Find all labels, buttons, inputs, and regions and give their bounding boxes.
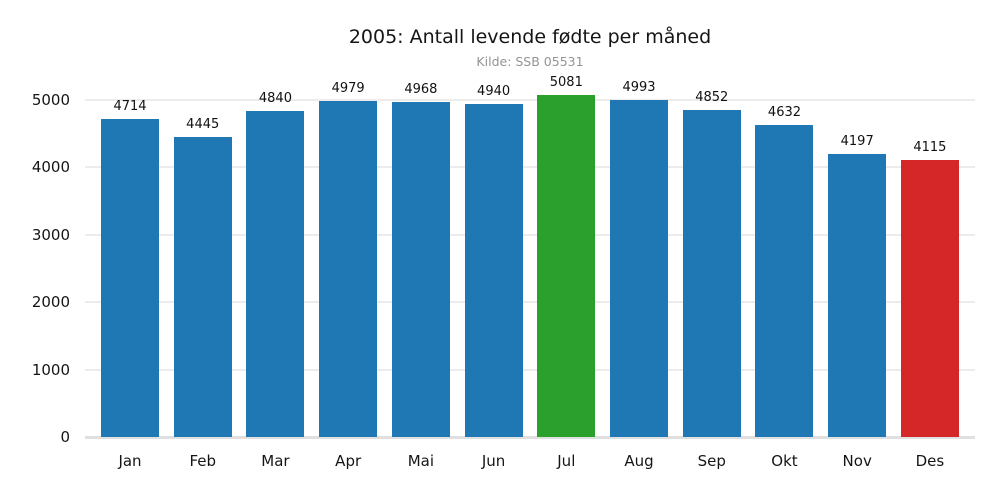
bar-value-label: 5081	[549, 74, 583, 90]
bar-value-label: 4852	[695, 89, 729, 105]
y-axis-tick-label: 3000	[31, 225, 70, 244]
bar-slot-feb: 4445 Feb	[173, 100, 232, 470]
chart-title: 2005: Antall levende fødte per måned	[348, 26, 712, 48]
bar-mar: 4840	[246, 91, 305, 437]
bar-jul: 5081	[537, 75, 596, 437]
bar-des: 4115	[900, 140, 959, 437]
x-axis-tick-label: Feb	[189, 452, 216, 470]
bar-value-label: 4979	[331, 81, 365, 97]
bar-slot-mai: 4968 Mai	[391, 82, 450, 470]
gridline-5000	[85, 99, 975, 101]
bar-feb: 4445	[173, 117, 232, 437]
gridline-4000	[85, 166, 975, 169]
x-axis-tick-label: Jun	[481, 452, 506, 470]
bar-slot-jun: 4940 Jun	[464, 84, 523, 470]
x-axis-tick-label: Okt	[771, 452, 798, 470]
bar-okt: 4632	[755, 105, 814, 437]
bar-slot-sep: 4852 Sep	[682, 90, 741, 470]
chart-subtitle: Kilde: SSB 05531	[476, 53, 584, 69]
plot-area: 4714 Jan 4445 Feb 4840 Mar 4979 Apr 4968 Mai 4940 J…	[32, 75, 975, 470]
bar-slot-apr: 4979 Apr	[319, 81, 378, 470]
bar-slot-jul: 5081 Jul	[537, 75, 596, 470]
bar-sep: 4852	[682, 90, 741, 437]
bar-value-label: 4445	[186, 117, 220, 133]
bar-slot-nov: 4197 Nov	[828, 100, 887, 470]
bar-slot-mar: 4840 Mar	[246, 91, 305, 470]
x-axis-tick-label: Aug	[624, 452, 654, 470]
bar-apr: 4979	[319, 81, 378, 437]
y-axis-tick-label: 5000	[31, 91, 70, 109]
bar-value-label: 4993	[622, 80, 656, 96]
x-axis-tick-label: Jul	[557, 452, 576, 470]
bar-value-label: 4968	[404, 82, 438, 98]
bar-value-label: 4940	[477, 84, 511, 100]
bar-value-label: 4197	[840, 134, 874, 150]
bar-value-label: 4115	[913, 139, 947, 155]
gridline-3000	[85, 233, 975, 236]
bar-slot-des: 4115 Des	[900, 100, 959, 470]
gridline-1000	[85, 368, 975, 371]
bar-slot-aug: 4993 Aug	[610, 80, 669, 470]
x-axis-tick-label: Mar	[261, 452, 290, 470]
bar-slot-okt: 4632 Okt	[755, 100, 814, 470]
y-axis-tick-label: 0	[60, 428, 70, 446]
x-axis-tick-label: Mai	[407, 452, 435, 470]
bar-slot-jan: 4714 Jan	[101, 99, 159, 470]
gridline-2000	[85, 301, 975, 304]
chart-header: 2005: Antall levende fødte per måned Kil…	[85, 26, 975, 69]
bar-aug: 4993	[610, 80, 669, 437]
y-axis-tick-label: 2000	[31, 293, 70, 312]
x-axis-tick-label: Nov	[842, 452, 872, 470]
bar-mai: 4968	[391, 82, 450, 437]
bar-value-label: 4840	[258, 90, 292, 106]
y-axis-tick-label: 1000	[31, 360, 70, 379]
x-axis-line	[85, 436, 975, 439]
bar-value-label: 4714	[113, 99, 147, 115]
bar-jan: 4714	[101, 99, 159, 437]
y-axis-tick-label: 4000	[31, 158, 70, 177]
bars-container: 4714 Jan 4445 Feb 4840 Mar 4979 Apr 4968 Mai 4940 J…	[85, 75, 975, 470]
x-axis-tick-label: Des	[915, 452, 945, 470]
x-axis-tick-label: Apr	[335, 452, 362, 470]
bar-jun: 4940	[464, 84, 523, 437]
bar-value-label: 4632	[767, 104, 802, 120]
bar-nov: 4197	[828, 134, 887, 437]
x-axis-tick-label: Sep	[697, 452, 726, 470]
x-axis-tick-label: Jan	[118, 452, 142, 470]
